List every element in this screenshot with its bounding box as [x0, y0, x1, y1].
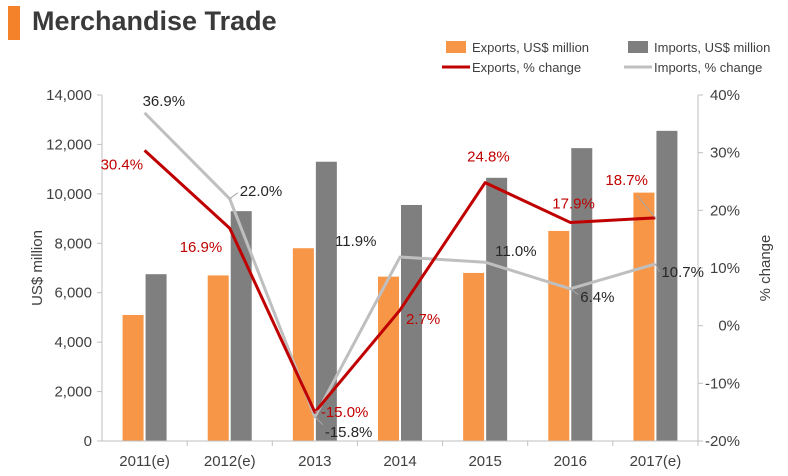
exports-change-label-6: 18.7% — [605, 172, 648, 189]
exports-bar-1 — [207, 275, 229, 441]
imports-label-leader-2 — [314, 416, 324, 426]
imports-change-label-6: 10.7% — [661, 264, 704, 281]
imports-change-label-4: 11.0% — [495, 243, 536, 260]
left-tick-label-6: 12,000 — [46, 136, 92, 153]
imports-change-label-5: 6.4% — [580, 289, 614, 306]
x-tick-label-0: 2011(e) — [119, 453, 170, 470]
exports-bar-0 — [122, 314, 144, 441]
exports-bar-2 — [292, 248, 314, 441]
left-tick-label-0: 0 — [84, 433, 92, 450]
imports-bar-0 — [145, 274, 167, 441]
exports-change-label-1: 16.9% — [180, 239, 223, 256]
x-tick-label-3: 2014 — [383, 453, 416, 470]
imports-bar-6 — [656, 130, 678, 442]
right-tick-label-1: -10% — [705, 375, 740, 392]
legend-exports-value-label: Exports, US$ million — [472, 40, 589, 55]
exports-change-label-5: 17.9% — [552, 195, 595, 212]
exports-bar-3 — [378, 276, 399, 441]
exports-bar-6 — [633, 192, 655, 441]
right-tick-label-4: 20% — [710, 202, 740, 219]
right-tick-label-5: 30% — [710, 145, 740, 162]
imports-label-leader-5 — [569, 288, 579, 296]
imports-label-leader-6 — [654, 263, 660, 273]
exports-change-label-4: 24.8% — [467, 149, 510, 166]
legend-imports-change-label: Imports, % change — [654, 60, 762, 75]
imports-change-label-0: 36.9% — [143, 93, 186, 110]
x-tick-label-6: 2017(e) — [630, 453, 682, 470]
imports-change-label-2: -15.8% — [325, 424, 373, 441]
right-tick-label-6: 40% — [710, 87, 740, 104]
right-tick-label-3: 10% — [710, 260, 740, 277]
exports-label-leader-6 — [637, 195, 656, 219]
exports-change-label-3: 2.7% — [406, 311, 440, 328]
imports-bar-4 — [486, 177, 508, 442]
exports-change-label-2: -15.0% — [321, 404, 369, 421]
legend-exports-value-swatch — [446, 41, 466, 53]
y-axis-title: US$ million — [29, 230, 46, 306]
left-tick-label-1: 2,000 — [54, 384, 92, 401]
y2-axis-title: % change — [757, 235, 774, 302]
left-tick-label-7: 14,000 — [46, 87, 92, 104]
imports-bar-1 — [230, 211, 252, 441]
exports-bar-4 — [463, 272, 485, 441]
imports-bar-2 — [315, 161, 337, 441]
left-tick-label-3: 6,000 — [54, 285, 92, 302]
legend-imports-value-swatch — [628, 41, 648, 53]
imports-change-label-1: 22.0% — [240, 183, 283, 200]
exports-change-label-0: 30.4% — [101, 156, 144, 173]
left-tick-label-5: 10,000 — [46, 186, 92, 203]
x-tick-label-4: 2015 — [468, 453, 501, 470]
left-tick-label-2: 4,000 — [54, 334, 92, 351]
x-tick-label-2: 2013 — [298, 453, 331, 470]
imports-change-label-3: 11.9% — [335, 233, 376, 250]
x-tick-label-1: 2012(e) — [204, 453, 256, 470]
right-tick-label-2: 0% — [718, 318, 740, 335]
legend-imports-value-label: Imports, US$ million — [654, 40, 770, 55]
exports-label-leader-2 — [314, 408, 322, 413]
imports-label-leader-1 — [229, 192, 239, 200]
left-tick-label-4: 8,000 — [54, 235, 92, 252]
title-accent-bar — [8, 6, 20, 40]
right-tick-label-0: -20% — [705, 433, 740, 450]
page-title: Merchandise Trade — [32, 6, 277, 36]
x-tick-label-5: 2016 — [554, 453, 587, 470]
exports-bar-5 — [548, 230, 570, 441]
imports-bar-3 — [401, 204, 422, 441]
legend-exports-change-label: Exports, % change — [472, 60, 581, 75]
exports-change-line — [143, 149, 656, 414]
